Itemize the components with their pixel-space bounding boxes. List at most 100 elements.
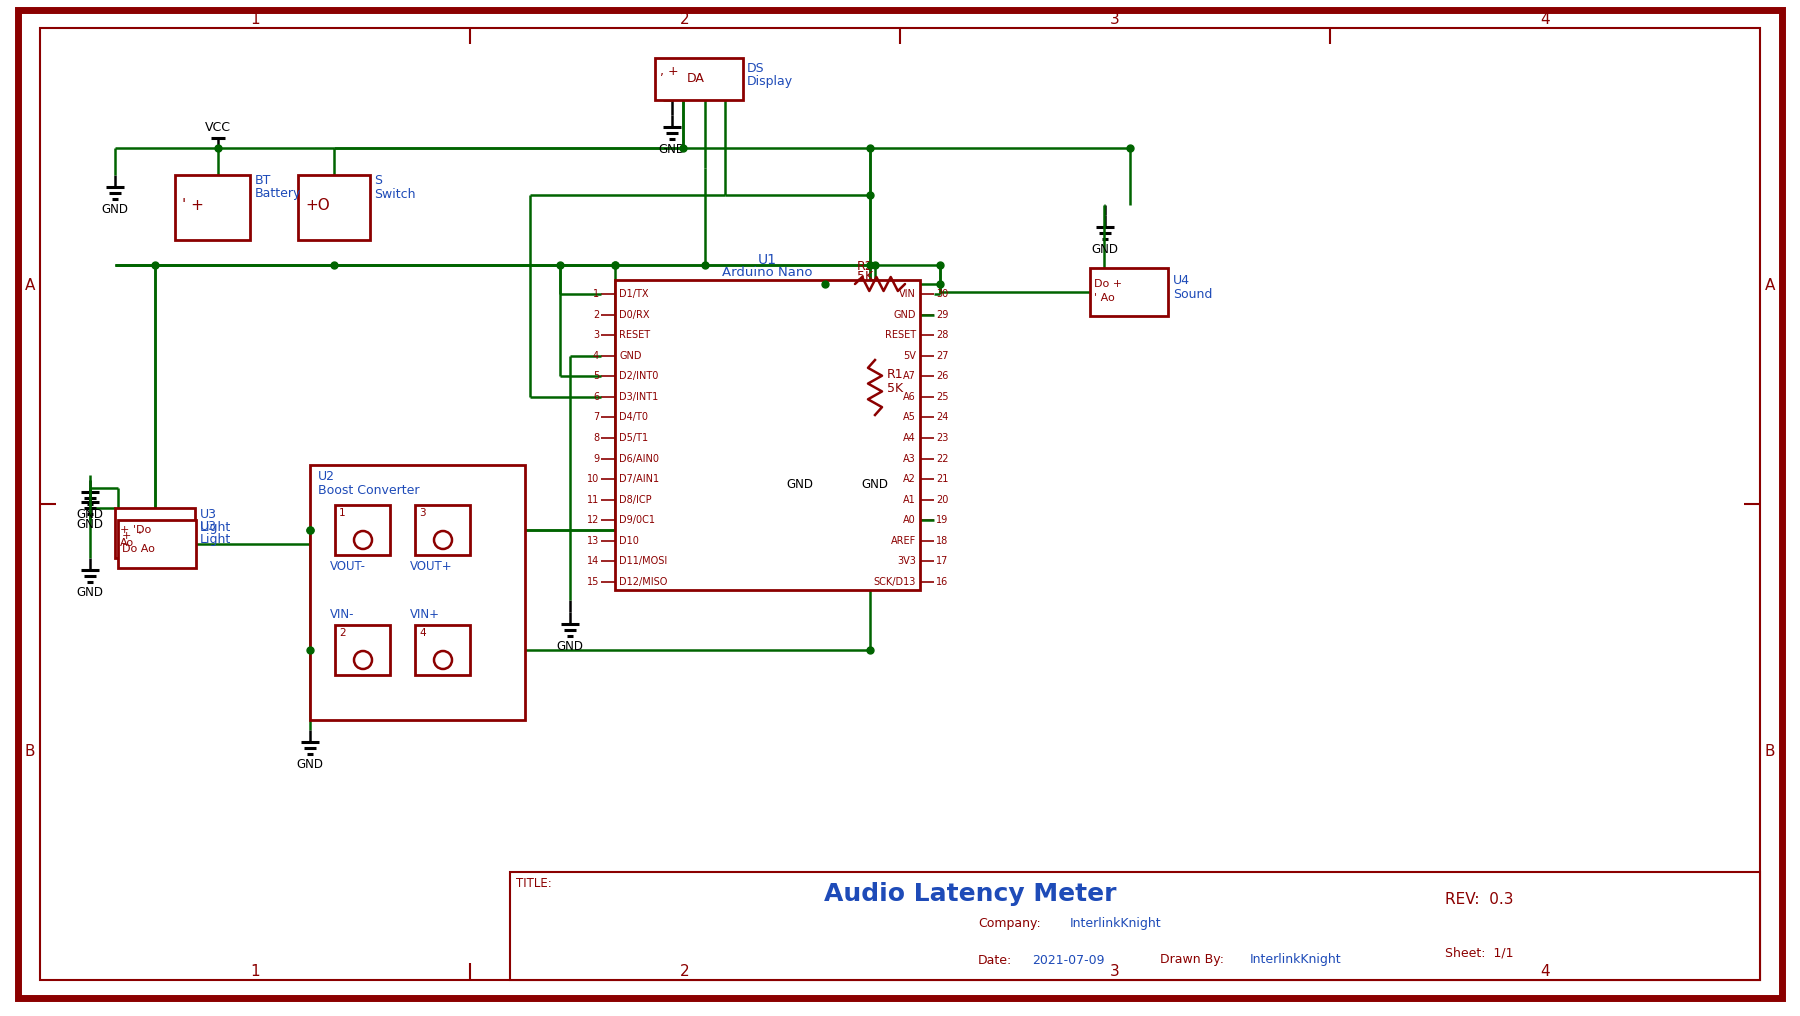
Text: A4: A4 (904, 433, 916, 443)
Text: Company:: Company: (977, 917, 1040, 931)
Text: 1: 1 (250, 11, 259, 26)
Text: S: S (374, 174, 382, 187)
Text: GND: GND (76, 586, 104, 599)
Text: 14: 14 (587, 557, 599, 567)
Text: A5: A5 (904, 412, 916, 423)
Text: GND: GND (893, 310, 916, 320)
Text: U2: U2 (319, 470, 335, 484)
Text: A: A (25, 277, 36, 293)
Text: 9: 9 (592, 453, 599, 463)
Text: 27: 27 (936, 351, 949, 361)
Bar (175, 175, 250, 240)
Text: A: A (1764, 277, 1775, 293)
Text: A2: A2 (904, 474, 916, 485)
Text: D8/ICP: D8/ICP (619, 495, 652, 505)
Text: RESET: RESET (619, 330, 650, 340)
Text: VOUT+: VOUT+ (410, 561, 452, 573)
Bar (655, 58, 743, 100)
Text: GND: GND (862, 478, 889, 491)
Text: 2: 2 (680, 963, 689, 978)
Text: 3: 3 (592, 330, 599, 340)
Text: Sound: Sound (1174, 288, 1213, 301)
Bar (115, 508, 194, 558)
Text: 2: 2 (680, 11, 689, 26)
Text: 2: 2 (592, 310, 599, 320)
Text: D7/AIN1: D7/AIN1 (619, 474, 659, 485)
Text: 1: 1 (338, 508, 346, 518)
Text: GND: GND (787, 478, 814, 491)
Text: D5/T1: D5/T1 (619, 433, 648, 443)
Text: ' Ao: ' Ao (1094, 293, 1114, 303)
Text: Battery: Battery (256, 188, 301, 200)
Bar (416, 625, 470, 675)
Text: Light: Light (200, 533, 230, 547)
Bar (335, 625, 391, 675)
Text: A3: A3 (904, 453, 916, 463)
Text: RESET: RESET (886, 330, 916, 340)
Bar (299, 175, 371, 240)
Text: SCK/D13: SCK/D13 (873, 577, 916, 587)
Text: 4: 4 (419, 628, 425, 638)
Text: VCC: VCC (205, 121, 230, 134)
Text: Boost Converter: Boost Converter (319, 485, 419, 498)
Text: 25: 25 (936, 392, 949, 402)
Text: +O: +O (304, 197, 329, 212)
Text: D0/RX: D0/RX (619, 310, 650, 320)
Text: 24: 24 (936, 412, 949, 423)
Text: 5K: 5K (887, 381, 904, 394)
Text: GND: GND (76, 518, 104, 531)
Text: U1: U1 (758, 253, 776, 267)
Text: 3: 3 (419, 508, 425, 518)
Text: 23: 23 (936, 433, 949, 443)
Text: Arduino Nano: Arduino Nano (722, 265, 812, 278)
Text: VIN-: VIN- (329, 609, 355, 622)
Text: U3: U3 (200, 519, 218, 532)
Text: 6: 6 (592, 392, 599, 402)
Text: 5K: 5K (857, 270, 873, 283)
Text: GND: GND (297, 758, 324, 771)
Text: D4/T0: D4/T0 (619, 412, 648, 423)
Text: GND: GND (76, 508, 104, 521)
Text: A0: A0 (904, 515, 916, 525)
Text: 28: 28 (936, 330, 949, 340)
Text: InterlinkKnight: InterlinkKnight (1069, 917, 1161, 931)
Text: GND: GND (619, 351, 641, 361)
Text: , +: , + (661, 64, 679, 77)
Text: 1: 1 (250, 963, 259, 978)
Text: VIN: VIN (900, 289, 916, 299)
Text: Sheet:  1/1: Sheet: 1/1 (1445, 947, 1514, 959)
Text: D3/INT1: D3/INT1 (619, 392, 659, 402)
Text: 5V: 5V (904, 351, 916, 361)
Text: 10: 10 (587, 474, 599, 485)
Text: 29: 29 (936, 310, 949, 320)
Bar (119, 520, 196, 568)
Text: 8: 8 (592, 433, 599, 443)
Text: 1: 1 (592, 289, 599, 299)
Text: 3: 3 (1111, 11, 1120, 26)
Text: Display: Display (747, 75, 794, 88)
Text: 2: 2 (338, 628, 346, 638)
Text: D10: D10 (619, 535, 639, 546)
Text: R2: R2 (857, 259, 873, 272)
Text: 4: 4 (1541, 963, 1550, 978)
Text: U3: U3 (200, 508, 218, 520)
Text: 3: 3 (1111, 963, 1120, 978)
Text: 30: 30 (936, 289, 949, 299)
Text: VIN+: VIN+ (410, 609, 439, 622)
Text: Do +: Do + (1094, 279, 1121, 289)
Text: TITLE:: TITLE: (517, 877, 553, 890)
Text: Drawn By:: Drawn By: (1159, 953, 1224, 966)
Text: GND: GND (1091, 243, 1118, 256)
Text: Do Ao: Do Ao (122, 544, 155, 554)
Bar (1091, 268, 1168, 316)
Text: +  ': + ' (122, 531, 142, 541)
Bar (416, 505, 470, 555)
Text: U4: U4 (1174, 273, 1190, 287)
Text: InterlinkKnight: InterlinkKnight (1249, 953, 1341, 966)
Bar (335, 505, 391, 555)
Text: DS: DS (747, 62, 765, 74)
Text: 4: 4 (592, 351, 599, 361)
Text: Ao: Ao (121, 538, 135, 548)
Text: D12/MISO: D12/MISO (619, 577, 668, 587)
Bar (616, 280, 920, 590)
